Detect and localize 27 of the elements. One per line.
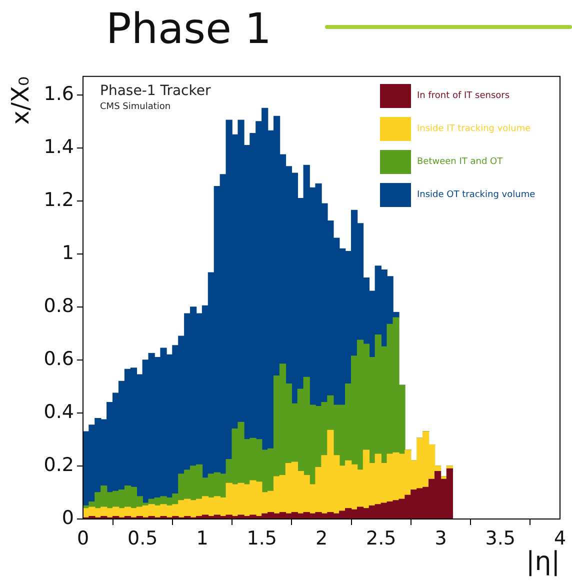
text: Inside OT tracking volume xyxy=(417,190,536,200)
x-tick-label: 3.5 xyxy=(485,527,516,550)
x-axis-title: |η| xyxy=(526,547,560,578)
y-axis-title: x/X₀ xyxy=(6,76,35,125)
x-tick-label: 3 xyxy=(434,527,447,550)
text: Between IT and OT xyxy=(417,157,503,168)
chart-title: Phase 1 xyxy=(106,4,272,54)
y-tick-label: 0.6 xyxy=(44,348,74,370)
x-tick-label: 0.5 xyxy=(128,527,158,550)
y-tick-label: 1.6 xyxy=(44,82,74,105)
x-tick-label: 4 xyxy=(554,527,566,550)
x-tick-label: 0 xyxy=(76,527,90,550)
y-tick-label: 1.2 xyxy=(44,188,74,211)
x-tick-label: 1 xyxy=(196,527,208,550)
annotation: CMS Simulation xyxy=(100,102,171,112)
text: Inside IT tracking volume xyxy=(417,124,531,134)
y-tick-label: 0 xyxy=(62,506,74,529)
text: In front of IT sensors xyxy=(417,91,510,102)
annotation: Phase-1 Tracker xyxy=(100,83,211,100)
y-tick-label: 0.2 xyxy=(44,454,74,476)
y-tick-label: 0.4 xyxy=(44,400,74,423)
x-tick-label: 1.5 xyxy=(246,527,277,550)
y-tick-label: 0.8 xyxy=(44,294,74,317)
y-tick-label: 1.4 xyxy=(44,136,74,158)
y-tick-label: 1 xyxy=(62,242,74,264)
x-tick-label: 2.5 xyxy=(366,527,396,550)
x-tick-label: 2 xyxy=(315,527,328,550)
